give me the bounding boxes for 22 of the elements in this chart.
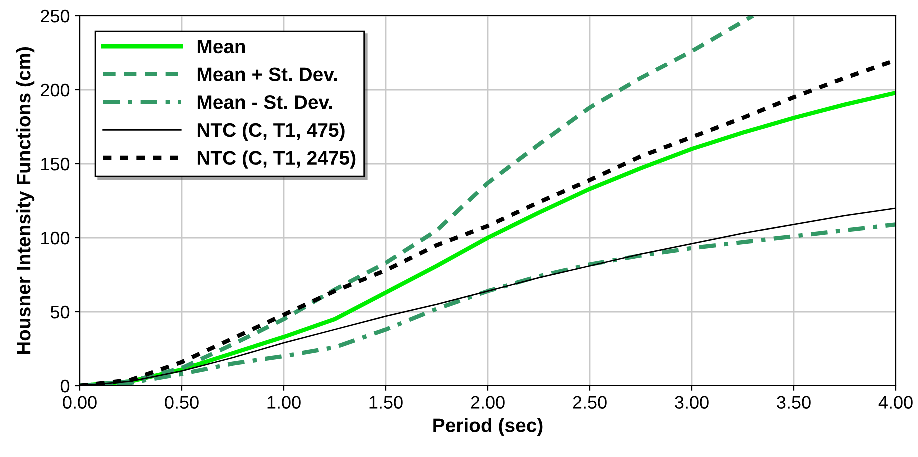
x-tick-label: 0.50 bbox=[165, 396, 199, 409]
y-axis-title: Housner Intensity Functions (cm) bbox=[16, 47, 35, 354]
x-tick-label: 3.50 bbox=[777, 396, 811, 409]
y-tick-label: 100 bbox=[42, 232, 70, 245]
y-tick-label: 50 bbox=[50, 306, 70, 319]
x-tick-label: 2.50 bbox=[573, 396, 607, 409]
x-tick-label: 4.00 bbox=[878, 396, 913, 409]
x-tick-label: 3.00 bbox=[675, 396, 709, 409]
y-tick-label: 0 bbox=[60, 380, 70, 393]
legend-label: Mean bbox=[198, 40, 246, 54]
x-tick-label: 2.00 bbox=[471, 396, 505, 409]
y-tick-label: 250 bbox=[41, 10, 70, 23]
legend-label: NTC (C, T1, 2475) bbox=[198, 150, 356, 169]
x-axis-title: Period (sec) bbox=[434, 418, 543, 436]
y-tick-label: 150 bbox=[42, 158, 70, 171]
x-tick-label: 1.00 bbox=[268, 396, 301, 409]
y-tick-label: 200 bbox=[41, 84, 70, 97]
legend-label: NTC (C, T1, 475) bbox=[198, 122, 345, 142]
legend-label: Mean + St. Dev. bbox=[198, 68, 338, 82]
legend-label: Mean - St. Dev. bbox=[198, 96, 332, 110]
x-tick-label: 0.00 bbox=[63, 396, 97, 409]
x-tick-label: 1.50 bbox=[370, 396, 403, 409]
